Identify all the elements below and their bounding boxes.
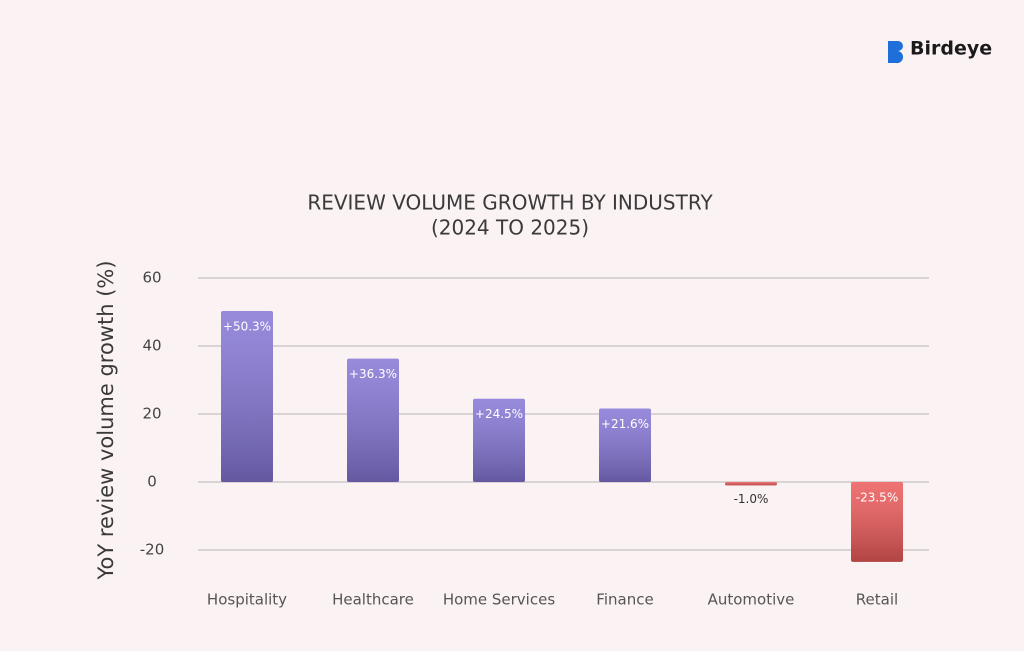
x-tick-label: Finance <box>596 591 653 609</box>
value-label: +21.6% <box>601 417 649 431</box>
y-tick-label: 60 <box>142 269 161 287</box>
brand-logo: Birdeye <box>888 38 992 64</box>
value-label: -23.5% <box>856 491 898 505</box>
bar <box>725 482 777 486</box>
chart-title: REVIEW VOLUME GROWTH BY INDUSTRY <box>307 191 713 215</box>
y-tick-label: -20 <box>140 541 165 559</box>
x-tick-label: Home Services <box>443 591 556 609</box>
brand-name: Birdeye <box>910 38 992 60</box>
value-label: +36.3% <box>349 367 397 381</box>
x-tick-label: Healthcare <box>332 591 414 609</box>
bar <box>221 310 273 482</box>
y-tick-label: 0 <box>147 473 157 491</box>
x-tick-label: Hospitality <box>207 591 287 609</box>
y-tick-label: 40 <box>142 337 161 355</box>
logo-icon <box>888 41 904 64</box>
value-label: +50.3% <box>223 319 271 333</box>
y-tick-label: 20 <box>142 405 161 423</box>
value-label: -1.0% <box>734 492 769 506</box>
x-tick-label: Automotive <box>708 591 795 609</box>
x-tick-label: Retail <box>856 591 898 609</box>
chart-subtitle: (2024 TO 2025) <box>431 216 589 240</box>
y-axis-label: YoY review volume growth (%) <box>94 260 118 580</box>
value-label: +24.5% <box>475 407 523 421</box>
